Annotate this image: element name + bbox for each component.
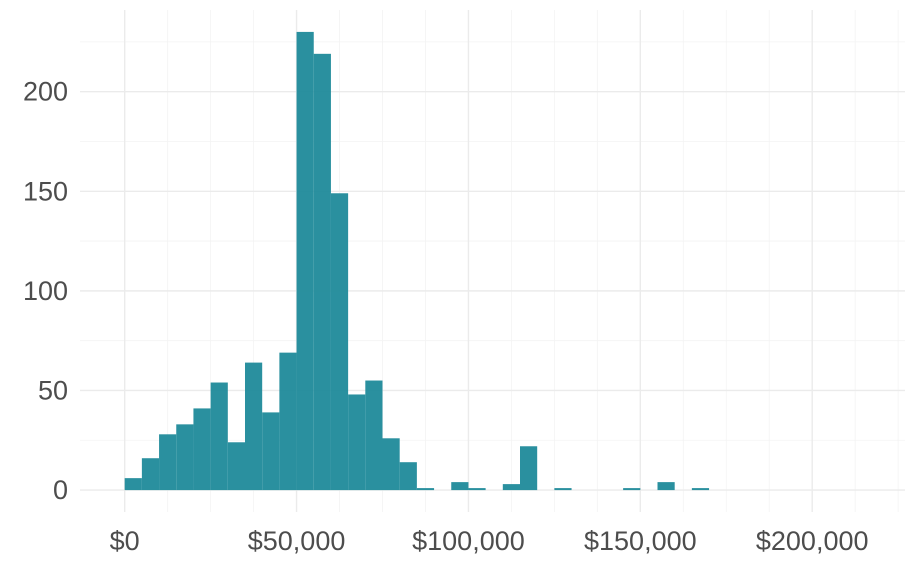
histogram-bar bbox=[210, 382, 228, 491]
y-tick-label: 150 bbox=[23, 176, 68, 206]
histogram-bar bbox=[365, 380, 383, 491]
x-tick-label: $100,000 bbox=[412, 526, 525, 556]
histogram-bar bbox=[520, 446, 538, 491]
histogram-bar bbox=[691, 488, 710, 491]
x-tick-label: $0 bbox=[110, 526, 140, 556]
y-tick-label: 0 bbox=[53, 475, 68, 505]
histogram-bar bbox=[245, 362, 263, 491]
minor-gridlines bbox=[80, 10, 905, 512]
y-tick-label: 200 bbox=[23, 77, 68, 107]
x-tick-label: $50,000 bbox=[248, 526, 346, 556]
histogram-bar bbox=[502, 484, 520, 491]
histogram-bar bbox=[193, 408, 211, 491]
histogram-bar bbox=[348, 394, 366, 491]
histogram-bar bbox=[141, 458, 160, 491]
y-tick-label: 100 bbox=[23, 276, 68, 306]
histogram-bar bbox=[313, 53, 331, 491]
histogram-bar bbox=[124, 478, 142, 491]
histogram-bar bbox=[399, 462, 417, 491]
histogram-bar bbox=[262, 412, 280, 491]
histogram-bar bbox=[279, 352, 297, 491]
x-tick-label: $150,000 bbox=[584, 526, 697, 556]
histogram-bar bbox=[554, 488, 572, 491]
histogram-bar bbox=[451, 482, 469, 491]
histogram-bars bbox=[124, 31, 710, 491]
histogram-bar bbox=[468, 488, 486, 491]
x-axis-tick-labels: $0 $50,000 $100,000 $150,000 $200,000 bbox=[110, 526, 869, 556]
histogram-bar bbox=[296, 31, 314, 491]
histogram-bar bbox=[159, 434, 177, 491]
histogram-bar bbox=[382, 438, 400, 491]
histogram-bar bbox=[416, 488, 435, 491]
x-tick-label: $200,000 bbox=[756, 526, 869, 556]
y-tick-label: 50 bbox=[38, 375, 68, 405]
histogram-bar bbox=[176, 424, 194, 491]
histogram-bar bbox=[227, 442, 245, 491]
histogram-bar bbox=[330, 193, 349, 491]
y-axis-tick-labels: 0 50 100 150 200 bbox=[23, 77, 68, 505]
histogram-bar bbox=[657, 482, 675, 491]
histogram-bar bbox=[623, 488, 641, 491]
